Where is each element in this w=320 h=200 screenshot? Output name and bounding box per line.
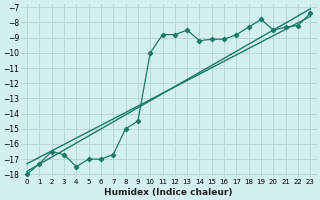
- X-axis label: Humidex (Indice chaleur): Humidex (Indice chaleur): [104, 188, 233, 197]
